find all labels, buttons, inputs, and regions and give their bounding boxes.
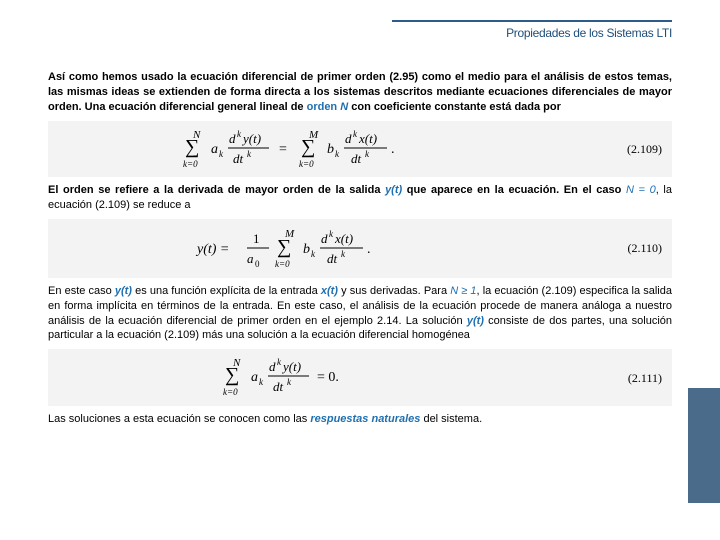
body-content: Así como hemos usado la ecuación diferen… bbox=[48, 70, 672, 427]
svg-text:y(t): y(t) bbox=[241, 131, 261, 146]
text-blue: orden bbox=[307, 101, 341, 113]
text-yt: y(t) bbox=[115, 285, 132, 297]
svg-text:k: k bbox=[237, 129, 242, 139]
equation-image: y(t) = 1 a 0 M ∑ k=0 b k d k x(t) dt k . bbox=[48, 221, 594, 276]
text-n1: N ≥ 1 bbox=[450, 285, 476, 297]
side-accent-block bbox=[688, 388, 720, 503]
paragraph-3: En este caso y(t) es una función explíci… bbox=[48, 284, 672, 343]
svg-text:k: k bbox=[341, 249, 346, 259]
page-header-title: Propiedades de los Sistemas LTI bbox=[506, 26, 672, 40]
svg-text:dt: dt bbox=[351, 151, 362, 166]
svg-text:k=0: k=0 bbox=[183, 159, 198, 169]
svg-text:d: d bbox=[269, 359, 276, 374]
svg-text:b: b bbox=[327, 142, 334, 157]
equation-number: (2.111) bbox=[594, 370, 672, 386]
svg-text:d: d bbox=[321, 231, 328, 246]
svg-text:k: k bbox=[277, 357, 282, 367]
svg-text:k: k bbox=[287, 377, 292, 387]
svg-text:.: . bbox=[391, 142, 395, 157]
equation-2-111: N ∑ k=0 a k d k y(t) dt k = 0. (2.111) bbox=[48, 349, 672, 406]
svg-text:a: a bbox=[251, 370, 258, 385]
text-yt: y(t) bbox=[385, 184, 402, 196]
text: El orden se refiere a la derivada de may… bbox=[48, 184, 385, 196]
svg-text:∑: ∑ bbox=[277, 236, 291, 258]
svg-text:k: k bbox=[365, 149, 370, 159]
svg-text:k=0: k=0 bbox=[299, 159, 314, 169]
equation-image: N ∑ k=0 a k d k y(t) dt k = M ∑ k=0 b k … bbox=[48, 123, 594, 176]
svg-text:k: k bbox=[219, 149, 224, 159]
paragraph-1: Así como hemos usado la ecuación diferen… bbox=[48, 70, 672, 115]
equation-2-109: N ∑ k=0 a k d k y(t) dt k = M ∑ k=0 b k … bbox=[48, 121, 672, 178]
paragraph-2: El orden se refiere a la derivada de may… bbox=[48, 183, 672, 213]
equation-image: N ∑ k=0 a k d k y(t) dt k = 0. bbox=[48, 351, 594, 404]
svg-text:dt: dt bbox=[327, 251, 338, 266]
svg-text:k: k bbox=[335, 149, 340, 159]
text: que aparece en la ecuación. En el caso bbox=[402, 184, 626, 196]
svg-text:.: . bbox=[367, 242, 371, 257]
svg-text:∑: ∑ bbox=[225, 364, 239, 386]
svg-text:k: k bbox=[247, 149, 252, 159]
svg-text:k=0: k=0 bbox=[223, 387, 238, 397]
text-n0: N = 0 bbox=[626, 184, 656, 196]
svg-text:x(t): x(t) bbox=[334, 231, 353, 246]
svg-text:=: = bbox=[279, 142, 287, 157]
svg-text:∑: ∑ bbox=[185, 136, 199, 158]
svg-text:∑: ∑ bbox=[301, 136, 315, 158]
svg-text:a: a bbox=[247, 251, 254, 266]
svg-text:dt: dt bbox=[233, 151, 244, 166]
text: y sus derivadas. Para bbox=[338, 285, 450, 297]
svg-text:b: b bbox=[303, 242, 310, 257]
svg-text:k: k bbox=[353, 129, 358, 139]
svg-text:k: k bbox=[311, 249, 316, 259]
text-xt: x(t) bbox=[321, 285, 338, 297]
svg-text:dt: dt bbox=[273, 379, 284, 394]
svg-text:0: 0 bbox=[255, 259, 260, 269]
text-respuestas: respuestas naturales bbox=[310, 413, 420, 425]
text: del sistema. bbox=[420, 413, 482, 425]
paragraph-4: Las soluciones a esta ecuación se conoce… bbox=[48, 412, 672, 427]
svg-text:1: 1 bbox=[253, 231, 260, 246]
text: con coeficiente constante está dada por bbox=[348, 101, 561, 113]
svg-text:x(t): x(t) bbox=[358, 131, 377, 146]
svg-text:y(t): y(t) bbox=[281, 359, 301, 374]
svg-text:d: d bbox=[229, 131, 236, 146]
svg-text:= 0.: = 0. bbox=[317, 370, 339, 385]
text: En este caso bbox=[48, 285, 115, 297]
svg-text:k=0: k=0 bbox=[275, 259, 290, 269]
text: es una función explícita de la entrada bbox=[132, 285, 321, 297]
svg-text:a: a bbox=[211, 142, 218, 157]
svg-text:k: k bbox=[259, 377, 264, 387]
header-rule bbox=[392, 20, 672, 22]
svg-text:d: d bbox=[345, 131, 352, 146]
equation-2-110: y(t) = 1 a 0 M ∑ k=0 b k d k x(t) dt k .… bbox=[48, 219, 672, 278]
equation-number: (2.110) bbox=[594, 240, 672, 256]
svg-text:k: k bbox=[329, 229, 334, 239]
equation-number: (2.109) bbox=[594, 141, 672, 157]
document-page: Propiedades de los Sistemas LTI Así como… bbox=[0, 0, 720, 540]
svg-text:y(t) =: y(t) = bbox=[195, 242, 229, 257]
text-yt: y(t) bbox=[467, 315, 484, 327]
text: Las soluciones a esta ecuación se conoce… bbox=[48, 413, 310, 425]
text-blue-italic: N bbox=[340, 101, 348, 113]
